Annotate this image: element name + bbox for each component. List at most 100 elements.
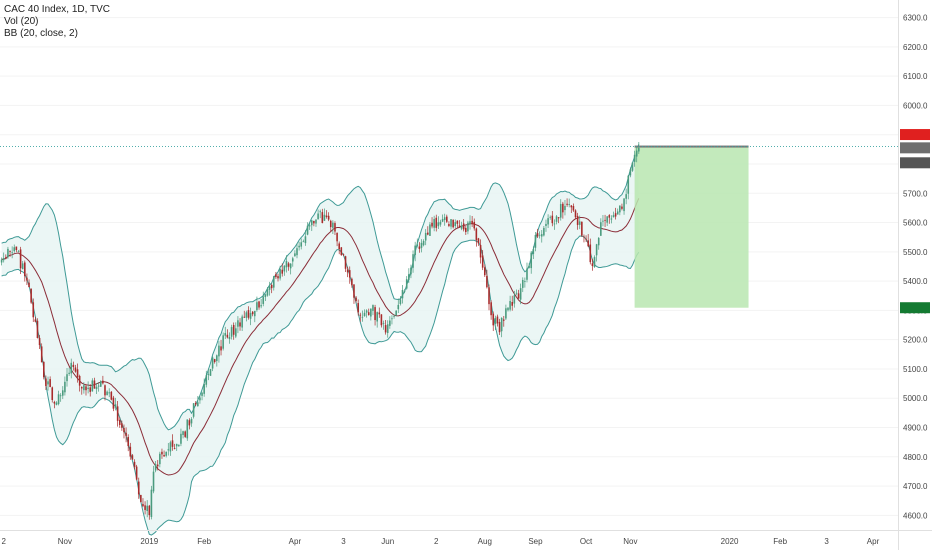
candle-body[interactable] <box>135 466 138 480</box>
candle-body[interactable] <box>389 320 391 326</box>
candle-body[interactable] <box>127 437 129 447</box>
candle-body[interactable] <box>460 225 463 229</box>
candle-body[interactable] <box>245 312 248 318</box>
candle-body[interactable] <box>5 257 7 259</box>
candle-body[interactable] <box>433 219 435 228</box>
candle-body[interactable] <box>517 293 520 299</box>
candle-body[interactable] <box>66 374 68 382</box>
candle-body[interactable] <box>95 386 98 390</box>
candle-body[interactable] <box>178 444 180 447</box>
candle-body[interactable] <box>505 308 507 319</box>
candle-body[interactable] <box>471 220 473 224</box>
candle-body[interactable] <box>91 380 94 392</box>
candle-body[interactable] <box>24 262 26 277</box>
candle-body[interactable] <box>559 204 562 218</box>
candle-body[interactable] <box>519 288 522 300</box>
candle-body[interactable] <box>619 205 621 213</box>
candle-body[interactable] <box>585 238 587 240</box>
candle-body[interactable] <box>625 194 627 199</box>
candle-body[interactable] <box>467 222 469 232</box>
candle-body[interactable] <box>205 375 208 385</box>
candle-body[interactable] <box>530 252 533 269</box>
candle-body[interactable] <box>68 372 70 374</box>
candle-body[interactable] <box>34 319 37 322</box>
candle-body[interactable] <box>140 494 142 502</box>
candle-body[interactable] <box>53 401 56 404</box>
candle-body[interactable] <box>287 263 290 267</box>
candle-body[interactable] <box>395 310 397 316</box>
candle-body[interactable] <box>562 203 564 213</box>
candle-body[interactable] <box>150 489 153 517</box>
candle-body[interactable] <box>258 301 260 308</box>
candle-body[interactable] <box>159 453 161 465</box>
candle-body[interactable] <box>342 254 345 256</box>
candle-body[interactable] <box>270 284 273 289</box>
candle-body[interactable] <box>182 431 184 435</box>
candle-body[interactable] <box>144 505 146 510</box>
candle-body[interactable] <box>422 240 425 246</box>
candle-body[interactable] <box>74 367 77 372</box>
candle-body[interactable] <box>211 357 214 369</box>
candle-body[interactable] <box>317 213 319 220</box>
candle-body[interactable] <box>591 263 594 267</box>
candle-body[interactable] <box>171 440 174 447</box>
candle-body[interactable] <box>213 359 216 363</box>
candle-body[interactable] <box>332 222 334 228</box>
candle-body[interactable] <box>239 322 241 327</box>
candle-body[interactable] <box>57 394 60 405</box>
candle-body[interactable] <box>486 275 488 288</box>
candle-body[interactable] <box>224 333 227 336</box>
candle-body[interactable] <box>237 320 239 327</box>
candle-body[interactable] <box>418 246 421 249</box>
candle-body[interactable] <box>266 289 269 296</box>
candle-body[interactable] <box>30 288 32 303</box>
candle-body[interactable] <box>137 481 140 495</box>
candle-body[interactable] <box>500 317 503 332</box>
candle-body[interactable] <box>589 244 592 263</box>
candle-body[interactable] <box>272 276 275 288</box>
candle-body[interactable] <box>363 312 366 317</box>
candle-body[interactable] <box>110 391 113 400</box>
candle-body[interactable] <box>600 222 602 236</box>
candle-body[interactable] <box>296 248 298 256</box>
candle-body[interactable] <box>97 385 100 387</box>
candle-body[interactable] <box>424 232 427 241</box>
candle-body[interactable] <box>547 218 549 225</box>
candle-body[interactable] <box>228 336 231 340</box>
candle-body[interactable] <box>277 276 279 279</box>
candle-body[interactable] <box>146 505 148 511</box>
candle-body[interactable] <box>28 282 30 288</box>
candle-body[interactable] <box>344 256 347 269</box>
candle-body[interactable] <box>574 210 577 218</box>
candle-body[interactable] <box>142 503 144 507</box>
candle-body[interactable] <box>216 355 218 362</box>
candle-body[interactable] <box>78 375 81 386</box>
candle-body[interactable] <box>475 228 478 241</box>
candle-body[interactable] <box>340 247 343 256</box>
candle-body[interactable] <box>19 249 22 269</box>
candle-body[interactable] <box>498 321 501 333</box>
candle-body[interactable] <box>275 274 277 278</box>
candle-body[interactable] <box>595 244 598 256</box>
candle-body[interactable] <box>490 302 492 316</box>
candle-body[interactable] <box>346 269 349 273</box>
candle-body[interactable] <box>226 334 229 338</box>
candle-body[interactable] <box>405 279 408 289</box>
candle-body[interactable] <box>291 258 294 262</box>
candle-body[interactable] <box>431 222 433 227</box>
candle-body[interactable] <box>511 302 514 306</box>
candle-body[interactable] <box>114 404 117 408</box>
candle-body[interactable] <box>380 314 383 326</box>
candle-body[interactable] <box>222 335 224 349</box>
candle-body[interactable] <box>462 223 465 230</box>
candle-body[interactable] <box>374 307 376 321</box>
candle-body[interactable] <box>51 387 54 401</box>
candle-body[interactable] <box>180 433 182 444</box>
candle-body[interactable] <box>294 253 296 257</box>
candle-body[interactable] <box>2 258 5 261</box>
candle-body[interactable] <box>593 257 596 268</box>
candle-body[interactable] <box>254 310 256 317</box>
candle-body[interactable] <box>207 374 210 376</box>
candle-body[interactable] <box>40 346 43 363</box>
candle-body[interactable] <box>526 268 528 280</box>
